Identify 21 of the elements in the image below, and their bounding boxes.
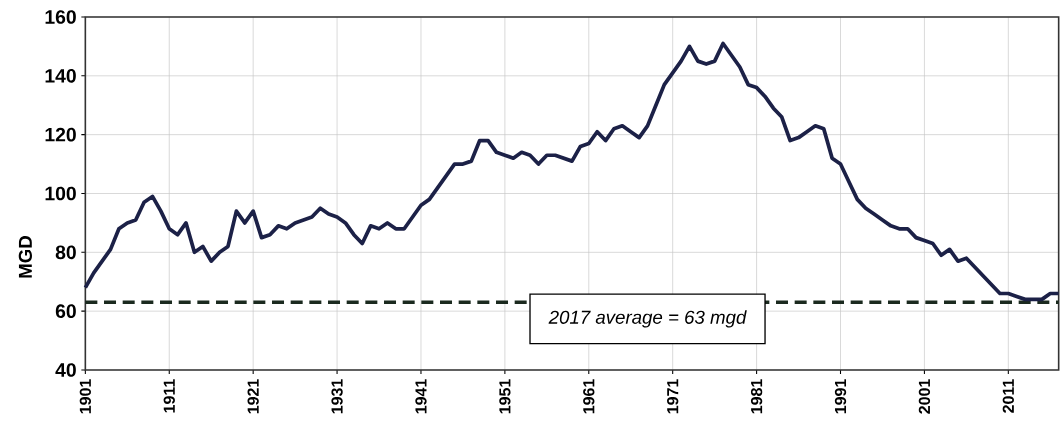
x-tick-label: 2001 — [918, 379, 931, 414]
y-tick-label: 60 — [55, 304, 76, 318]
ref-line-label: 2017 average = 63 mgd — [548, 310, 747, 328]
x-tick-label: 1941 — [415, 379, 427, 414]
y-tick-label: 100 — [45, 186, 76, 201]
y-axis-title: MGD — [18, 236, 32, 278]
y-tick-label: 120 — [45, 127, 76, 142]
x-tick-label: 1961 — [583, 379, 595, 414]
x-tick-label: 1971 — [667, 379, 679, 414]
x-tick-label: 1991 — [834, 379, 847, 414]
y-tick-label: 140 — [45, 68, 76, 83]
x-tick-label: 1981 — [750, 379, 763, 414]
x-tick-label: 1931 — [331, 379, 343, 414]
x-tick-label: 1951 — [499, 379, 511, 414]
y-tick-label: 80 — [55, 245, 76, 260]
x-tick-label: 1901 — [79, 379, 91, 414]
y-tick-label: 40 — [55, 363, 76, 377]
y-tick-label: 160 — [45, 10, 76, 24]
x-tick-label: 1921 — [247, 379, 259, 414]
x-tick-label: 2011 — [1002, 379, 1014, 413]
x-tick-label: 1911 — [163, 379, 175, 413]
